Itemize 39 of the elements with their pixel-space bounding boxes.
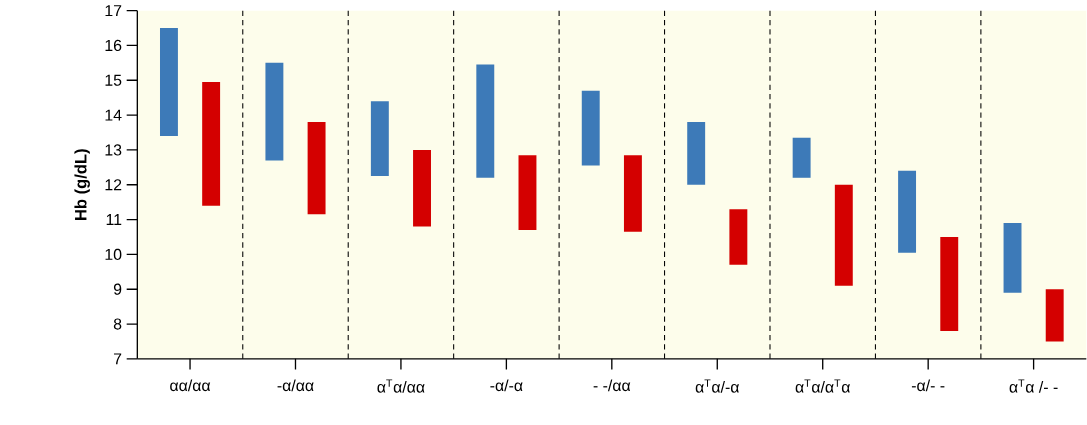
bar — [1003, 222, 1022, 293]
bar — [623, 155, 642, 232]
y-tick-label: 15 — [105, 74, 122, 86]
bar — [202, 81, 221, 206]
bar — [687, 121, 706, 185]
y-tick-label: 12 — [105, 179, 122, 191]
bar — [518, 155, 537, 230]
bar — [834, 184, 853, 286]
bar — [265, 62, 284, 161]
bar — [413, 149, 431, 227]
x-tick-label: α$^{T}$α/-α — [695, 379, 740, 393]
y-tick-label: 17 — [105, 5, 122, 16]
y-tick-label: 11 — [106, 213, 122, 225]
x-tick-label: αα/αα — [170, 379, 211, 391]
x-tick-label: α$^{T}$α/αα — [377, 379, 425, 393]
y-tick-label: 10 — [105, 248, 122, 260]
x-tick-label: α$^{T}$α /- - — [1009, 379, 1058, 393]
y-tick-label: 16 — [105, 39, 122, 51]
bar — [898, 170, 917, 253]
x-tick-label: -α/- - — [911, 379, 945, 391]
bar — [476, 64, 495, 178]
y-tick-label: 8 — [113, 318, 122, 330]
bar — [159, 27, 178, 136]
bar — [729, 208, 748, 265]
bar — [370, 101, 389, 176]
x-tick-label: -α/-α — [490, 379, 523, 391]
bar — [940, 236, 959, 331]
x-tick-label: α$^{T}$α/α$^{T}$α — [795, 379, 850, 393]
y-axis-title: Hb (g/dL) — [74, 149, 90, 220]
bar — [581, 90, 600, 166]
bar — [1045, 289, 1064, 342]
y-tick-label: 14 — [105, 109, 122, 121]
x-tick-label: -α/αα — [277, 379, 314, 391]
bar — [792, 137, 811, 178]
y-tick-label: 9 — [113, 283, 122, 295]
bar — [307, 121, 326, 215]
y-tick-label: 13 — [105, 144, 122, 156]
y-tick-label: 7 — [113, 353, 122, 365]
x-tick-label: - -/αα — [593, 379, 631, 391]
